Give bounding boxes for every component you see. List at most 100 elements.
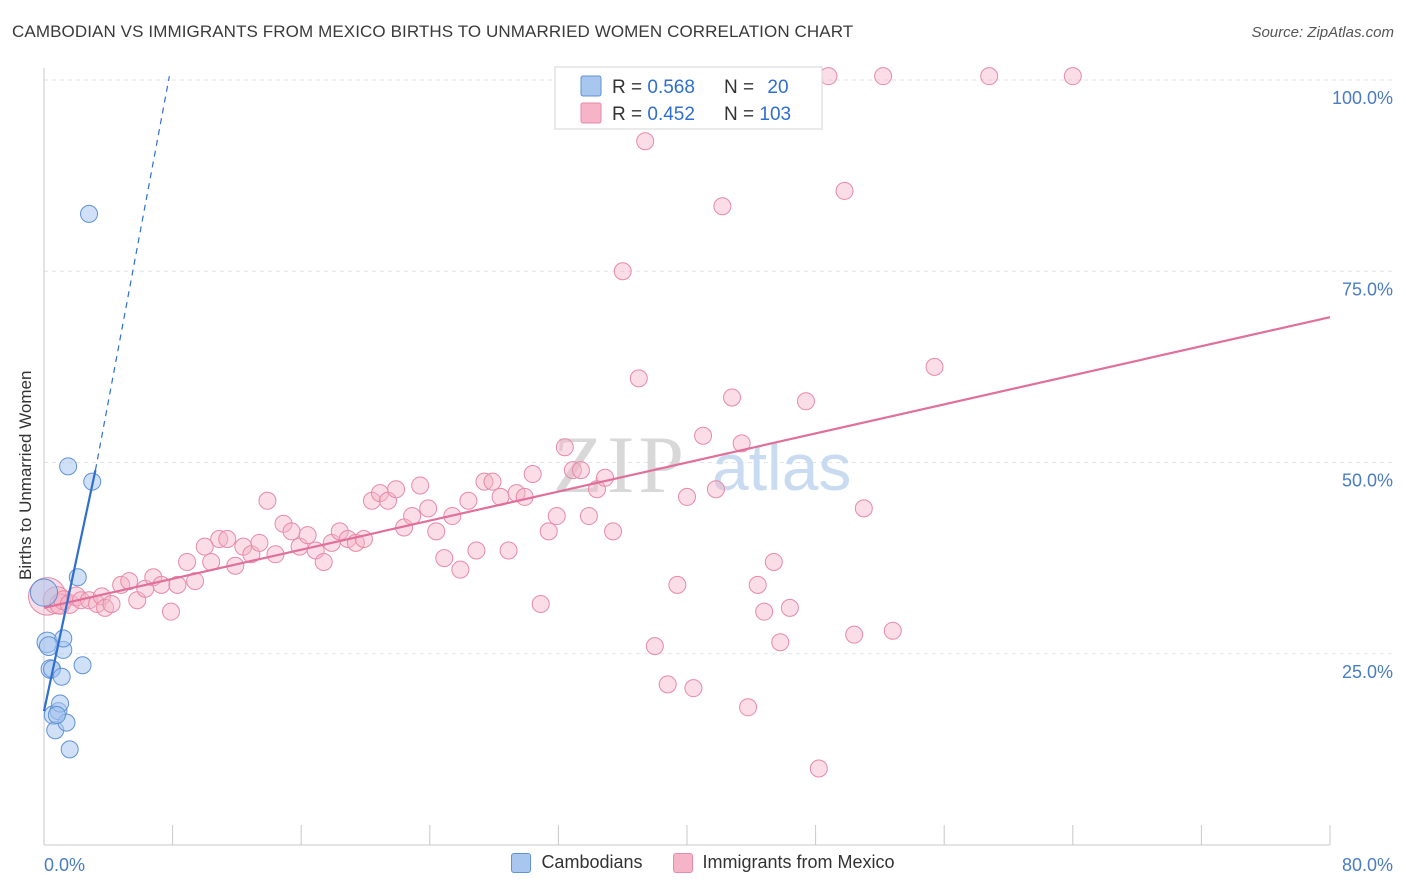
point-mexico [467,541,486,560]
point-mexico [694,426,713,445]
legend-swatch-cambodians [511,852,532,873]
point-mexico [314,552,333,571]
y-tick-label: 75.0% [1342,279,1393,299]
legend-label-cambodians: Cambodians [541,852,643,872]
point-mexico [411,476,430,495]
legend-r-label: R = [612,77,647,98]
y-axis-label: Births to Unmarried Women [16,370,35,580]
legend-n-value: 103 [759,104,791,125]
point-mexico [102,595,121,614]
svg-text:R = 0.452: R = 0.452 [612,104,695,125]
legend-label-mexico: Immigrants from Mexico [702,852,895,872]
legend-item-mexico[interactable]: Immigrants from Mexico [672,852,895,873]
point-mexico [771,633,790,652]
point-mexico [604,522,623,541]
legend-n-value: 20 [767,77,788,98]
point-mexico [419,499,438,518]
gridlines [44,79,1395,655]
point-mexico [531,595,550,614]
point-mexico [195,537,214,556]
point-mexico [668,575,687,594]
source-credit: Source: ZipAtlas.com [1251,24,1394,41]
correlation-legend: R = 0.568 N = 20 R = 0.452 N = 103 [554,66,823,130]
point-mexico [835,181,854,200]
point-mexico [629,369,648,388]
point-mexico [845,625,864,644]
point-mexico [874,67,893,86]
legend-item-cambodians[interactable]: Cambodians [511,852,643,873]
point-mexico [459,491,478,510]
legend-r-label: R = [612,104,647,125]
point-mexico [732,434,751,453]
point-mexico [706,480,725,499]
y-tick-labels: 25.0% 50.0% 75.0% 100.0% [1332,88,1393,682]
point-mexico [1063,67,1082,86]
point-mexico [218,530,237,548]
point-mexico [764,552,783,571]
point-mexico [168,575,187,594]
watermark: ZIP atlas [553,419,851,510]
point-cambodians [80,204,99,223]
point-mexico [713,197,732,216]
point-mexico [282,522,301,541]
point-mexico [250,533,269,552]
point-mexico [403,507,422,526]
point-mexico [645,637,664,656]
watermark-atlas: atlas [712,430,851,504]
point-mexico [980,67,999,86]
point-mexico [499,541,518,560]
point-mexico [739,698,758,717]
point-mexico [809,759,828,778]
trend-line-mexico [43,316,1331,609]
point-mexico [723,388,742,407]
point-cambodians [47,705,66,724]
point-mexico [258,491,277,510]
point-mexico [748,575,767,594]
point-mexico [571,461,590,480]
legend-swatch-cambodians [580,75,602,97]
chart-title: CAMBODIAN VS IMMIGRANTS FROM MEXICO BIRT… [12,22,854,41]
point-mexico [547,507,566,526]
point-mexico [658,675,677,694]
legend-swatch-mexico [580,102,602,124]
point-mexico [755,602,774,621]
trend-lines [42,76,1331,712]
point-mexico [925,357,944,376]
point-cambodians [29,578,59,607]
legend-n-label: N = [724,77,759,98]
y-tick-label: 25.0% [1342,662,1393,682]
trend-line-cambodians [42,469,97,712]
point-mexico [427,522,446,541]
point-mexico [613,262,632,281]
point-mexico [678,487,696,506]
point-mexico [539,522,558,541]
point-cambodians [73,656,92,675]
svg-text:R = 0.568: R = 0.568 [612,77,695,98]
trend-extension-cambodians [94,76,170,471]
point-mexico [354,530,373,548]
point-mexico [298,526,317,545]
point-mexico [451,560,470,579]
legend-r-value: 0.568 [647,77,695,98]
x-tick-label: 0.0% [44,855,85,875]
point-mexico [883,621,902,640]
point-mexico [780,598,799,617]
point-mexico [387,480,406,499]
point-mexico [636,132,655,151]
point-cambodians [60,740,79,759]
point-cambodians [52,667,71,686]
legend-n-label: N = [724,104,759,125]
point-mexico [523,464,542,483]
point-mexico [796,392,815,411]
y-tick-label: 50.0% [1342,471,1393,491]
point-mexico [483,472,502,491]
point-mexico [596,468,615,487]
legend-swatch-mexico [672,852,693,873]
svg-text:N = 20: N = 20 [724,77,789,98]
x-tick-labels: 0.0% 80.0% [44,855,1393,875]
series-legend: Cambodians Immigrants from Mexico [0,852,1406,873]
series-cambodians-points [29,204,102,759]
point-mexico [161,602,180,621]
point-mexico [684,679,703,698]
